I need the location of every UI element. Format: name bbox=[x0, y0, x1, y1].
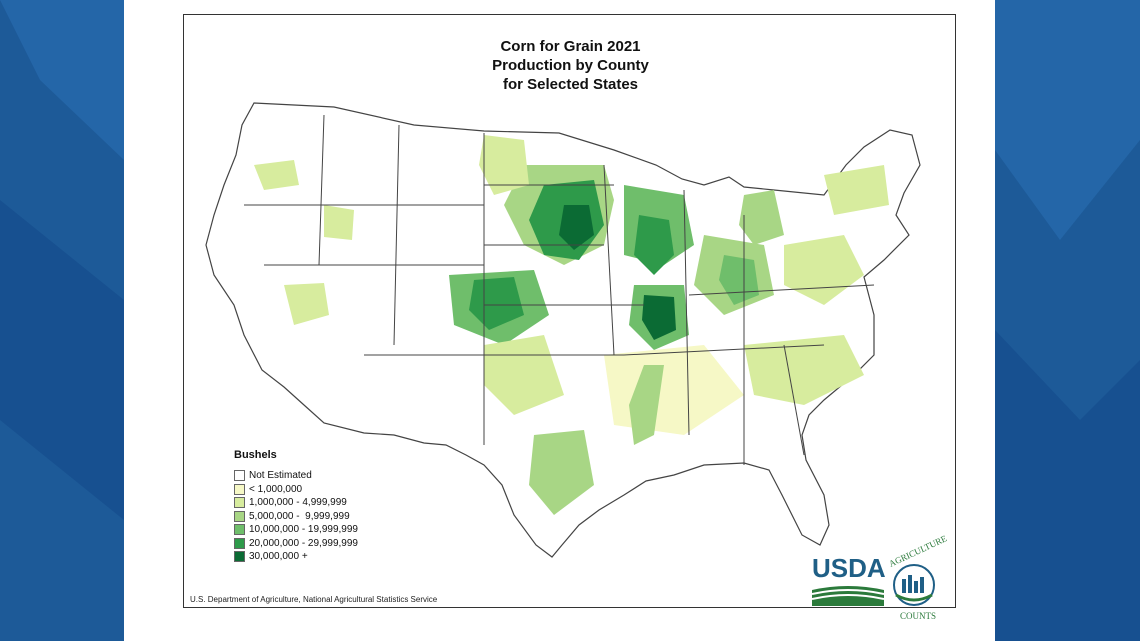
usda-logo: USDA bbox=[811, 553, 886, 611]
legend-label: 1,000,000 - 4,999,999 bbox=[249, 497, 347, 509]
legend-swatch bbox=[234, 510, 245, 522]
legend-label: 30,000,000 + bbox=[249, 551, 308, 563]
legend-label: 5,000,000 - 9,999,999 bbox=[249, 510, 350, 522]
map-frame: Corn for Grain 2021 Production by County… bbox=[183, 14, 957, 621]
legend-label: Not Estimated bbox=[249, 470, 312, 482]
title-line-3: for Selected States bbox=[502, 76, 639, 93]
state-borders bbox=[244, 114, 875, 465]
seal-top-text: AGRICULTURE bbox=[887, 535, 948, 569]
legend-item: 5,000,000 - 9,999,999 bbox=[234, 510, 358, 524]
legend-swatch bbox=[234, 483, 245, 495]
usda-wordmark: USDA bbox=[812, 553, 886, 583]
credit-text: U.S. Department of Agriculture, National… bbox=[190, 595, 438, 604]
legend-swatch bbox=[234, 524, 245, 536]
us-county-map bbox=[205, 102, 921, 558]
legend-item: 1,000,000 - 4,999,999 bbox=[234, 496, 358, 510]
agriculture-counts-seal: AGRICULTURE COUNTS bbox=[884, 533, 954, 630]
legend-title: Bushels bbox=[234, 449, 277, 461]
legend-swatch bbox=[234, 470, 245, 482]
legend-label: < 1,000,000 bbox=[249, 483, 303, 495]
title-line-2: Production by County bbox=[492, 57, 649, 74]
seal-bottom-text: COUNTS bbox=[900, 611, 936, 621]
legend-item: < 1,000,000 bbox=[234, 483, 358, 497]
legend-item: Not Estimated bbox=[234, 469, 358, 483]
legend: Bushels Not Estimated < 1,000,000 1,000,… bbox=[234, 449, 358, 564]
legend-item: 10,000,000 - 19,999,999 bbox=[234, 523, 358, 537]
seal-icon: AGRICULTURE COUNTS bbox=[887, 533, 948, 621]
legend-item: 30,000,000 + bbox=[234, 550, 358, 564]
title-line-1: Corn for Grain 2021 bbox=[500, 38, 641, 55]
legend-item: 20,000,000 - 29,999,999 bbox=[234, 537, 358, 551]
legend-swatch bbox=[234, 551, 245, 563]
legend-label: 20,000,000 - 29,999,999 bbox=[249, 537, 358, 549]
legend-swatch bbox=[234, 497, 245, 509]
content-panel: Corn for Grain 2021 Production by County… bbox=[124, 0, 995, 641]
county-shading bbox=[254, 135, 889, 515]
map-title: Corn for Grain 2021 Production by County… bbox=[184, 37, 957, 94]
legend-swatch bbox=[234, 537, 245, 549]
legend-label: 10,000,000 - 19,999,999 bbox=[249, 524, 358, 536]
usda-swoosh-icon bbox=[811, 586, 885, 606]
